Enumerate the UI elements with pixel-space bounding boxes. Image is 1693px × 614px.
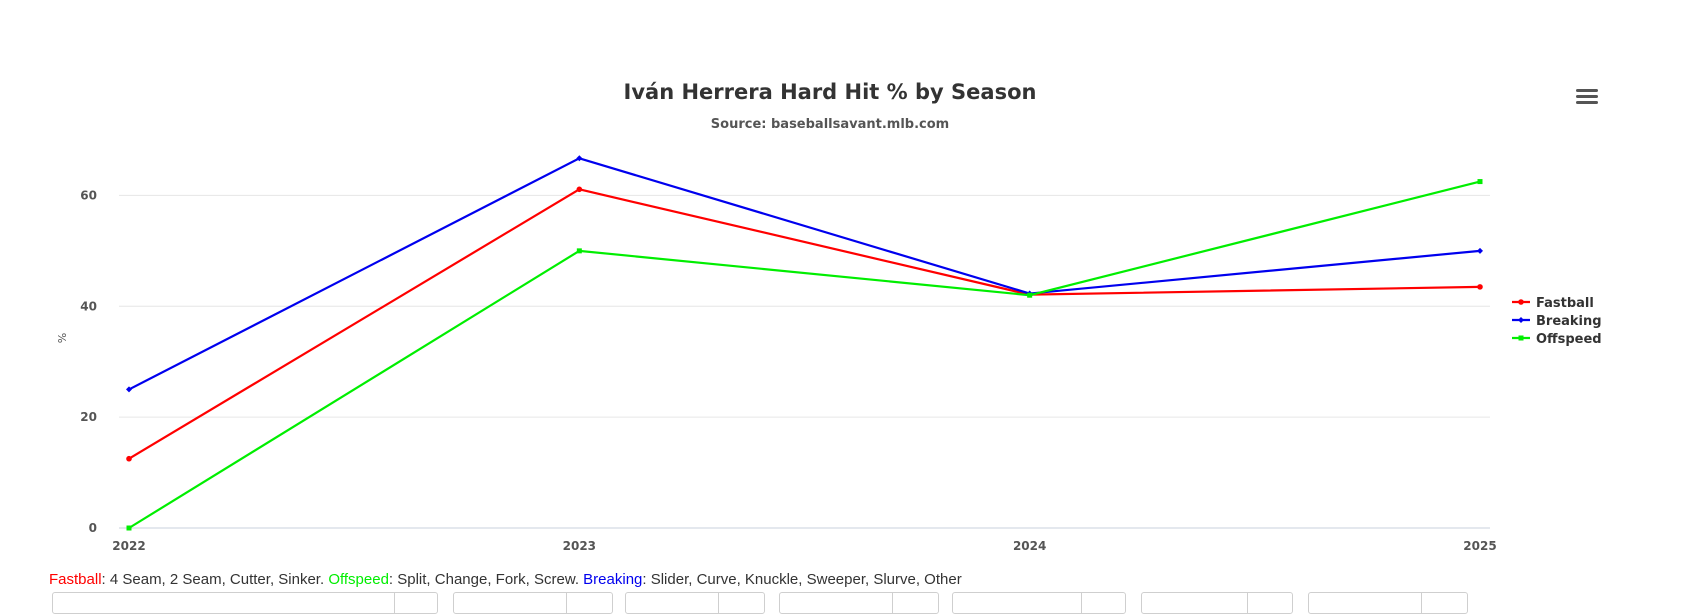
legend-label: Breaking: [1536, 314, 1602, 329]
filter-select-3[interactable]: [625, 592, 765, 614]
hamburger-menu-icon[interactable]: [1574, 86, 1600, 108]
x-tick-label: 2025: [1463, 539, 1496, 553]
filter-select-7[interactable]: [1308, 592, 1468, 614]
x-tick-label: 2024: [1013, 539, 1046, 553]
legend-marker: [1518, 317, 1524, 323]
filter-select-2[interactable]: [453, 592, 613, 614]
pitch-type-note: Fastball: 4 Seam, 2 Seam, Cutter, Sinker…: [49, 571, 962, 588]
data-point[interactable]: [1477, 179, 1483, 185]
x-tick-label: 2022: [112, 539, 145, 553]
hard-hit-line-chart: Iván Herrera Hard Hit % by Season Source…: [56, 80, 1602, 553]
data-point[interactable]: [126, 525, 132, 531]
filter-select-1[interactable]: [52, 592, 438, 614]
y-axis-label: %: [56, 333, 69, 343]
offspeed-label: Offspeed: [328, 571, 389, 588]
y-tick-label: 20: [80, 410, 97, 424]
chart-container: Iván Herrera Hard Hit % by Season Source…: [56, 80, 1602, 553]
y-tick-label: 40: [80, 299, 97, 313]
fastball-label: Fastball: [49, 571, 102, 588]
y-axis-ticks: 0 20 40 60: [80, 188, 97, 535]
data-point[interactable]: [1027, 292, 1033, 298]
filter-select-5[interactable]: [952, 592, 1126, 614]
data-point[interactable]: [1477, 247, 1483, 254]
offspeed-text: : Split, Change, Fork, Screw.: [388, 571, 584, 588]
data-point[interactable]: [576, 186, 583, 193]
legend-marker: [1518, 335, 1524, 341]
data-point[interactable]: [576, 248, 582, 254]
legend-item-offspeed[interactable]: Offspeed: [1512, 332, 1602, 347]
legend-label: Offspeed: [1536, 332, 1602, 347]
legend-item-fastball[interactable]: Fastball: [1512, 296, 1594, 311]
filter-select-6[interactable]: [1141, 592, 1293, 614]
fastball-text: : 4 Seam, 2 Seam, Cutter, Sinker.: [101, 571, 329, 588]
x-axis-ticks: 2022 2023 2024 2025: [112, 539, 1496, 553]
y-tick-label: 60: [80, 188, 97, 202]
chart-subtitle: Source: baseballsavant.mlb.com: [711, 117, 949, 132]
data-point[interactable]: [576, 155, 583, 162]
legend-item-breaking[interactable]: Breaking: [1512, 314, 1602, 329]
filter-select-4[interactable]: [779, 592, 939, 614]
grid-lines: [119, 194, 1490, 529]
breaking-text: : Slider, Curve, Knuckle, Sweeper, Slurv…: [642, 571, 962, 588]
chart-title: Iván Herrera Hard Hit % by Season: [624, 80, 1037, 104]
x-tick-label: 2023: [563, 539, 596, 553]
data-point[interactable]: [1477, 284, 1483, 290]
breaking-label: Breaking: [583, 571, 643, 588]
series-line-fastball: [128, 188, 1481, 460]
series-line-offspeed: [128, 180, 1481, 529]
data-point[interactable]: [126, 455, 132, 462]
series-offspeed: [126, 179, 1483, 531]
legend-label: Fastball: [1536, 296, 1594, 311]
series-fastball: [126, 186, 1483, 462]
data-point[interactable]: [126, 386, 132, 393]
series-lines: [126, 155, 1483, 531]
legend-marker: [1518, 299, 1524, 305]
series-line-breaking: [128, 157, 1481, 391]
y-tick-label: 0: [89, 521, 97, 535]
legend[interactable]: Fastball Breaking Offspeed: [1512, 296, 1602, 347]
